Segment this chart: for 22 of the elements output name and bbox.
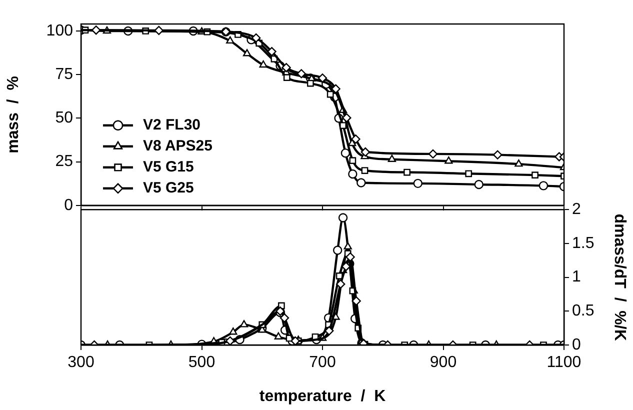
y2-tick-label: 0 (572, 336, 581, 354)
x-tick-label: 500 (188, 354, 216, 372)
x-tick-label: 700 (309, 354, 336, 372)
x-tick-label: 1100 (546, 354, 582, 372)
x-tick-label: 900 (430, 354, 457, 372)
y-tick-label: 75 (55, 66, 74, 83)
x-axis-title: temperature / K (259, 388, 386, 405)
y-tick-label: 25 (55, 153, 74, 170)
legend-label: V5 G25 (143, 180, 194, 197)
y2-axis-title: dmass/dT / %/K (610, 214, 628, 342)
y2-tick-label: 2 (572, 201, 581, 218)
legend-label: V2 FL30 (143, 116, 201, 134)
y2-tick-label: 1 (572, 268, 581, 286)
legend-label: V8 APS25 (143, 138, 212, 155)
x-tick-label: 300 (68, 354, 94, 372)
y2-tick-label: 1.5 (572, 234, 594, 252)
legend-label: V5 G15 (143, 158, 194, 176)
y-tick-label: 50 (55, 110, 74, 127)
y-axis-title: mass / % (5, 76, 22, 154)
y-tick-label: 0 (64, 196, 74, 214)
y-tick-label: 100 (46, 22, 74, 40)
y2-tick-label: 0.5 (572, 302, 594, 320)
